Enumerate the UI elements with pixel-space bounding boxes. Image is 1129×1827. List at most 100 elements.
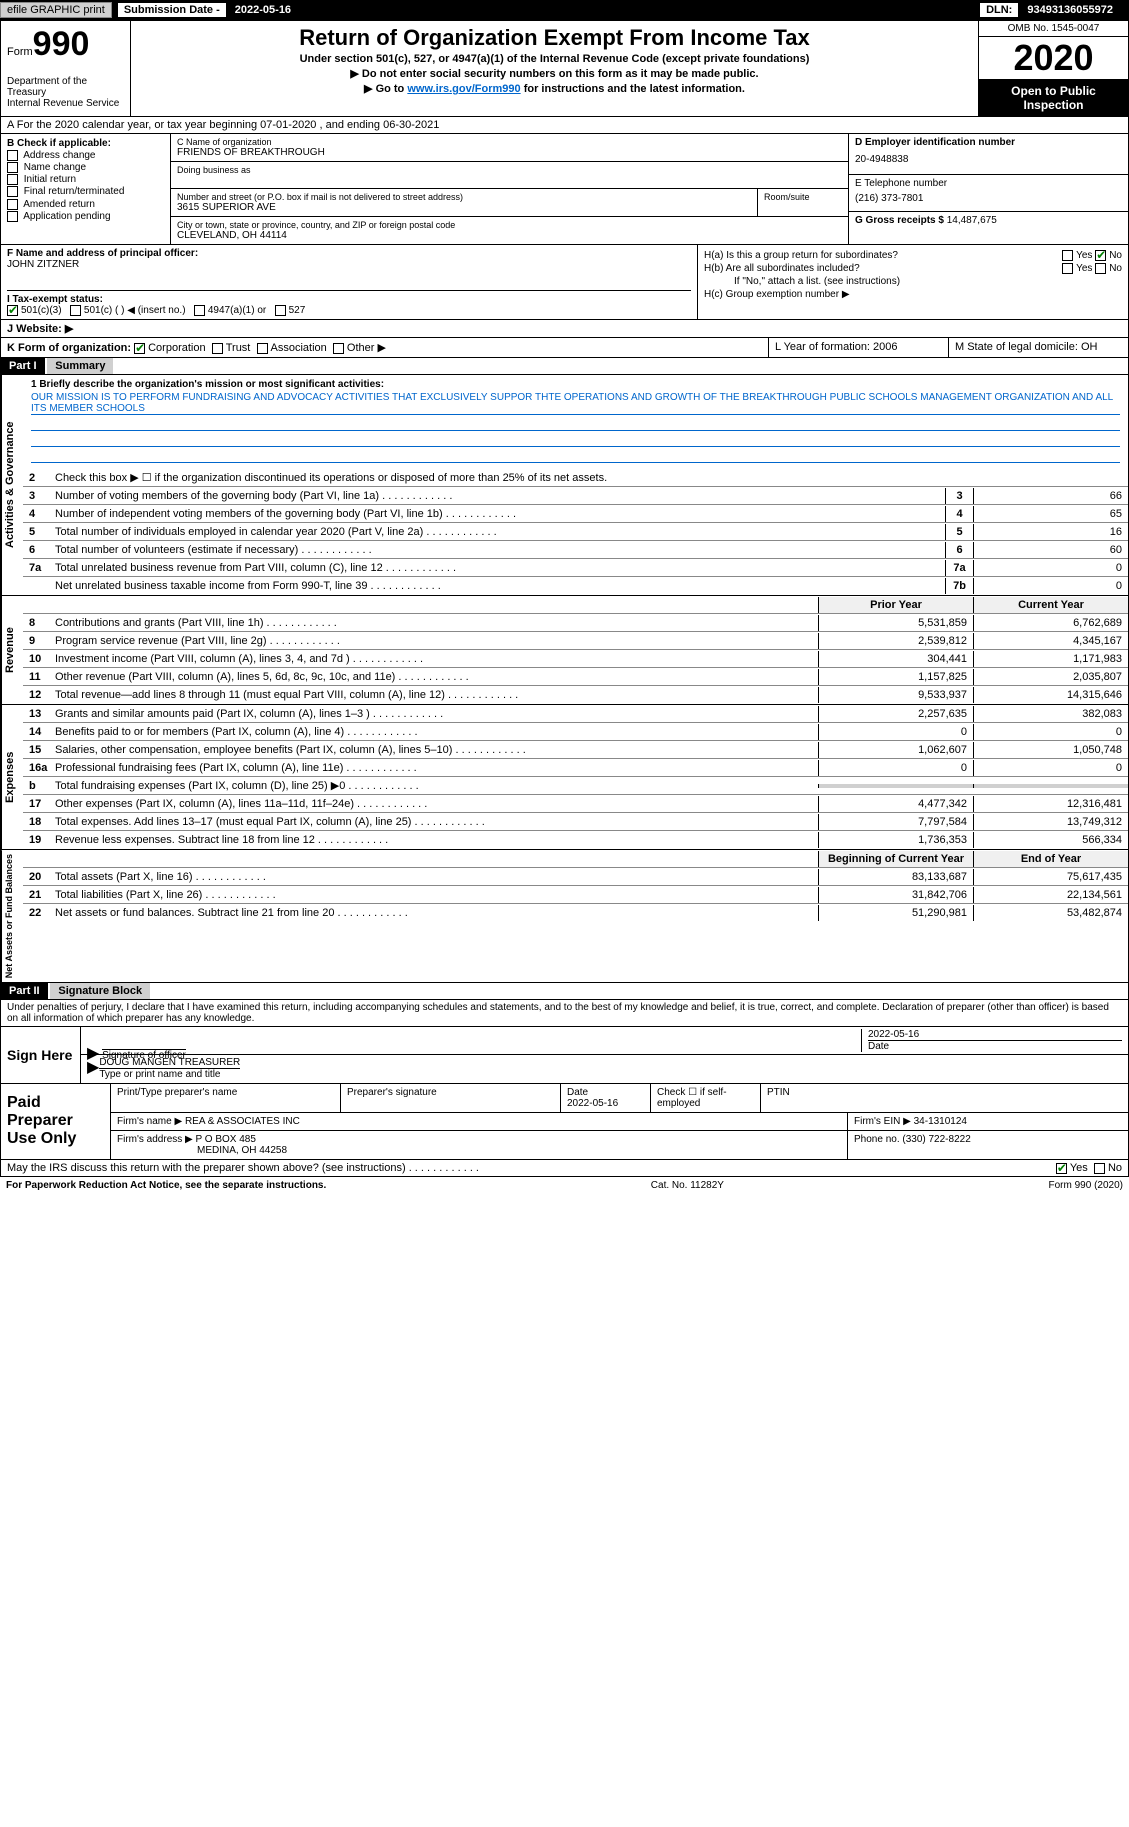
form-header: Form990 Department of the Treasury Inter… bbox=[0, 20, 1129, 117]
hb-label: H(b) Are all subordinates included? bbox=[704, 263, 860, 274]
dept-treasury: Department of the Treasury Internal Reve… bbox=[7, 76, 124, 109]
row-k-label: K Form of organization: bbox=[7, 342, 131, 354]
side-governance: Activities & Governance bbox=[1, 375, 23, 595]
hb-note: If "No," attach a list. (see instruction… bbox=[704, 276, 1122, 287]
state-domicile: M State of legal domicile: OH bbox=[948, 338, 1128, 357]
part1-header: Part I bbox=[1, 358, 45, 374]
form-title: Return of Organization Exempt From Incom… bbox=[135, 25, 974, 51]
sig-date-label: Date bbox=[868, 1040, 1122, 1052]
officer-label: F Name and address of principal officer: bbox=[7, 248, 691, 259]
open-to-public: Open to Public Inspection bbox=[979, 80, 1128, 116]
goto-suffix: for instructions and the latest informat… bbox=[521, 83, 745, 95]
row-j-website: J Website: ▶ bbox=[0, 320, 1129, 338]
footer-left: For Paperwork Reduction Act Notice, see … bbox=[6, 1180, 326, 1191]
501c-checkbox[interactable] bbox=[70, 305, 81, 316]
side-netassets: Net Assets or Fund Balances bbox=[1, 850, 23, 982]
opt-527: 527 bbox=[289, 305, 306, 316]
ein-value: 20-4948838 bbox=[855, 148, 1122, 171]
firm-ein-label: Firm's EIN ▶ bbox=[854, 1116, 911, 1127]
firm-name-label: Firm's name ▶ bbox=[117, 1116, 182, 1127]
part2-header: Part II bbox=[1, 983, 48, 999]
hb-no-checkbox[interactable] bbox=[1095, 263, 1106, 274]
colb-check-2[interactable] bbox=[7, 174, 18, 185]
dba-label: Doing business as bbox=[177, 165, 842, 175]
firm-addr2: MEDINA, OH 44258 bbox=[117, 1145, 287, 1156]
prep-date: 2022-05-16 bbox=[567, 1098, 618, 1109]
opt-501c3: 501(c)(3) bbox=[21, 305, 62, 316]
street-address: 3615 SUPERIOR AVE bbox=[177, 202, 751, 213]
firm-addr1: P O BOX 485 bbox=[196, 1134, 256, 1145]
corp-checkbox[interactable] bbox=[134, 343, 145, 354]
colb-check-4[interactable] bbox=[7, 199, 18, 210]
self-emp-check: Check ☐ if self-employed bbox=[651, 1084, 761, 1112]
submission-date-label: Submission Date - bbox=[118, 3, 226, 17]
firm-addr-label: Firm's address ▶ bbox=[117, 1134, 193, 1145]
irs-link[interactable]: www.irs.gov/Form990 bbox=[407, 83, 520, 95]
footer-right: Form 990 (2020) bbox=[1049, 1180, 1123, 1191]
prior-year-header: Prior Year bbox=[818, 597, 973, 613]
discuss-text: May the IRS discuss this return with the… bbox=[7, 1162, 1056, 1174]
col-b-header: B Check if applicable: bbox=[7, 138, 164, 149]
goto-prefix: ▶ Go to bbox=[364, 83, 407, 95]
tax-exempt-label: I Tax-exempt status: bbox=[7, 294, 103, 305]
prep-name-label: Print/Type preparer's name bbox=[111, 1084, 341, 1112]
row-a-tax-year: A For the 2020 calendar year, or tax yea… bbox=[0, 117, 1129, 134]
hc-label: H(c) Group exemption number ▶ bbox=[704, 289, 1122, 300]
side-expenses: Expenses bbox=[1, 705, 23, 849]
527-checkbox[interactable] bbox=[275, 305, 286, 316]
ein-label: D Employer identification number bbox=[855, 137, 1122, 148]
submission-date-value: 2022-05-16 bbox=[229, 3, 297, 17]
colb-check-3[interactable] bbox=[7, 186, 18, 197]
current-year-header: Current Year bbox=[973, 597, 1128, 613]
firm-name: REA & ASSOCIATES INC bbox=[185, 1116, 300, 1127]
officer-name-title: DOUG MANGEN TREASURER bbox=[99, 1057, 240, 1068]
tel-label: E Telephone number bbox=[855, 178, 1122, 189]
prep-sig-label: Preparer's signature bbox=[341, 1084, 561, 1112]
dln-label: DLN: bbox=[980, 3, 1018, 17]
colb-check-0[interactable] bbox=[7, 150, 18, 161]
dln-value: 93493136055972 bbox=[1021, 3, 1119, 17]
q2-text: Check this box ▶ ☐ if the organization d… bbox=[51, 469, 1128, 486]
form-subtitle-2: ▶ Do not enter social security numbers o… bbox=[135, 67, 974, 80]
ha-label: H(a) Is this a group return for subordin… bbox=[704, 250, 898, 261]
efile-print-button[interactable]: efile GRAPHIC print bbox=[0, 2, 112, 18]
mission-text: OUR MISSION IS TO PERFORM FUNDRAISING AN… bbox=[31, 392, 1120, 415]
colb-check-5[interactable] bbox=[7, 211, 18, 222]
q1-label: 1 Briefly describe the organization's mi… bbox=[31, 379, 1120, 390]
end-year-header: End of Year bbox=[973, 851, 1128, 867]
4947-checkbox[interactable] bbox=[194, 305, 205, 316]
501c3-checkbox[interactable] bbox=[7, 305, 18, 316]
section-b-to-g: B Check if applicable: Address change Na… bbox=[0, 134, 1129, 245]
ha-no-checkbox[interactable] bbox=[1095, 250, 1106, 261]
room-label: Room/suite bbox=[764, 192, 842, 202]
other-checkbox[interactable] bbox=[333, 343, 344, 354]
part1-title: Summary bbox=[47, 358, 113, 374]
sign-here-label: Sign Here bbox=[1, 1027, 81, 1083]
org-name: FRIENDS OF BREAKTHROUGH bbox=[177, 147, 842, 158]
colb-check-1[interactable] bbox=[7, 162, 18, 173]
tel-value: (216) 373-7801 bbox=[855, 189, 1122, 208]
opt-501c: 501(c) ( ) ◀ (insert no.) bbox=[84, 305, 186, 316]
firm-ein: 34-1310124 bbox=[914, 1116, 967, 1127]
ptin-label: PTIN bbox=[761, 1084, 1128, 1112]
paid-preparer-label: Paid Preparer Use Only bbox=[1, 1084, 111, 1159]
gross-value: 14,487,675 bbox=[947, 215, 997, 226]
city-state-zip: CLEVELAND, OH 44114 bbox=[177, 230, 842, 241]
form-number: 990 bbox=[33, 25, 90, 63]
tax-year: 2020 bbox=[979, 37, 1128, 80]
side-revenue: Revenue bbox=[1, 596, 23, 704]
discuss-yes-checkbox[interactable] bbox=[1056, 1163, 1067, 1174]
officer-name: JOHN ZITZNER bbox=[7, 259, 691, 270]
sig-date-value: 2022-05-16 bbox=[868, 1029, 1122, 1040]
form-label: Form bbox=[7, 46, 33, 58]
phone-label: Phone no. bbox=[854, 1134, 902, 1145]
city-label: City or town, state or province, country… bbox=[177, 220, 842, 230]
footer-mid: Cat. No. 11282Y bbox=[651, 1180, 724, 1191]
ha-yes-checkbox[interactable] bbox=[1062, 250, 1073, 261]
hb-yes-checkbox[interactable] bbox=[1062, 263, 1073, 274]
assoc-checkbox[interactable] bbox=[257, 343, 268, 354]
trust-checkbox[interactable] bbox=[212, 343, 223, 354]
gross-label: G Gross receipts $ bbox=[855, 215, 947, 226]
addr-label: Number and street (or P.O. box if mail i… bbox=[177, 192, 751, 202]
discuss-no-checkbox[interactable] bbox=[1094, 1163, 1105, 1174]
